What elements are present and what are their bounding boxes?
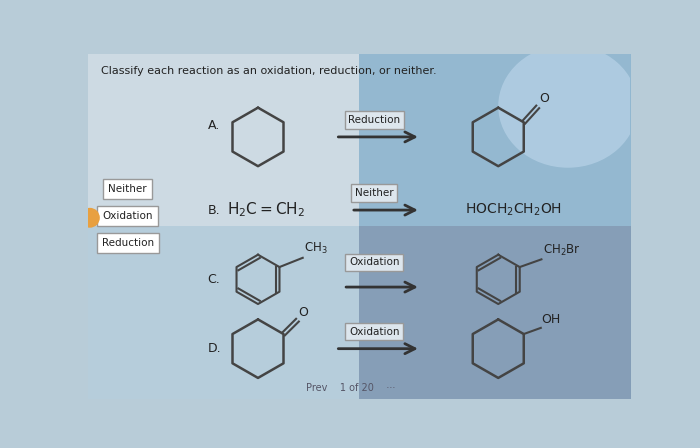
Text: O: O: [539, 91, 549, 104]
Text: B.: B.: [208, 203, 220, 216]
Text: Reduction: Reduction: [348, 115, 400, 125]
Text: Oxidation: Oxidation: [349, 327, 400, 337]
Ellipse shape: [498, 44, 638, 168]
Text: Prev    1 of 20    ···: Prev 1 of 20 ···: [307, 383, 396, 392]
Text: A.: A.: [208, 119, 220, 132]
Text: OH: OH: [542, 313, 561, 326]
Text: Neither: Neither: [355, 188, 393, 198]
Text: D.: D.: [208, 342, 221, 355]
Circle shape: [80, 208, 99, 227]
Text: Reduction: Reduction: [102, 238, 154, 248]
Text: HOCH$_2$CH$_2$OH: HOCH$_2$CH$_2$OH: [466, 202, 562, 218]
Text: CH$_3$: CH$_3$: [304, 241, 328, 256]
Text: C.: C.: [208, 273, 220, 286]
Text: CH$_2$Br: CH$_2$Br: [543, 243, 581, 258]
Text: O: O: [298, 306, 308, 319]
Text: Oxidation: Oxidation: [349, 258, 400, 267]
Text: H$_2$C$=$CH$_2$: H$_2$C$=$CH$_2$: [227, 201, 304, 220]
Text: Oxidation: Oxidation: [103, 211, 153, 221]
Text: Neither: Neither: [108, 184, 147, 194]
Text: Classify each reaction as an oxidation, reduction, or neither.: Classify each reaction as an oxidation, …: [102, 66, 437, 76]
